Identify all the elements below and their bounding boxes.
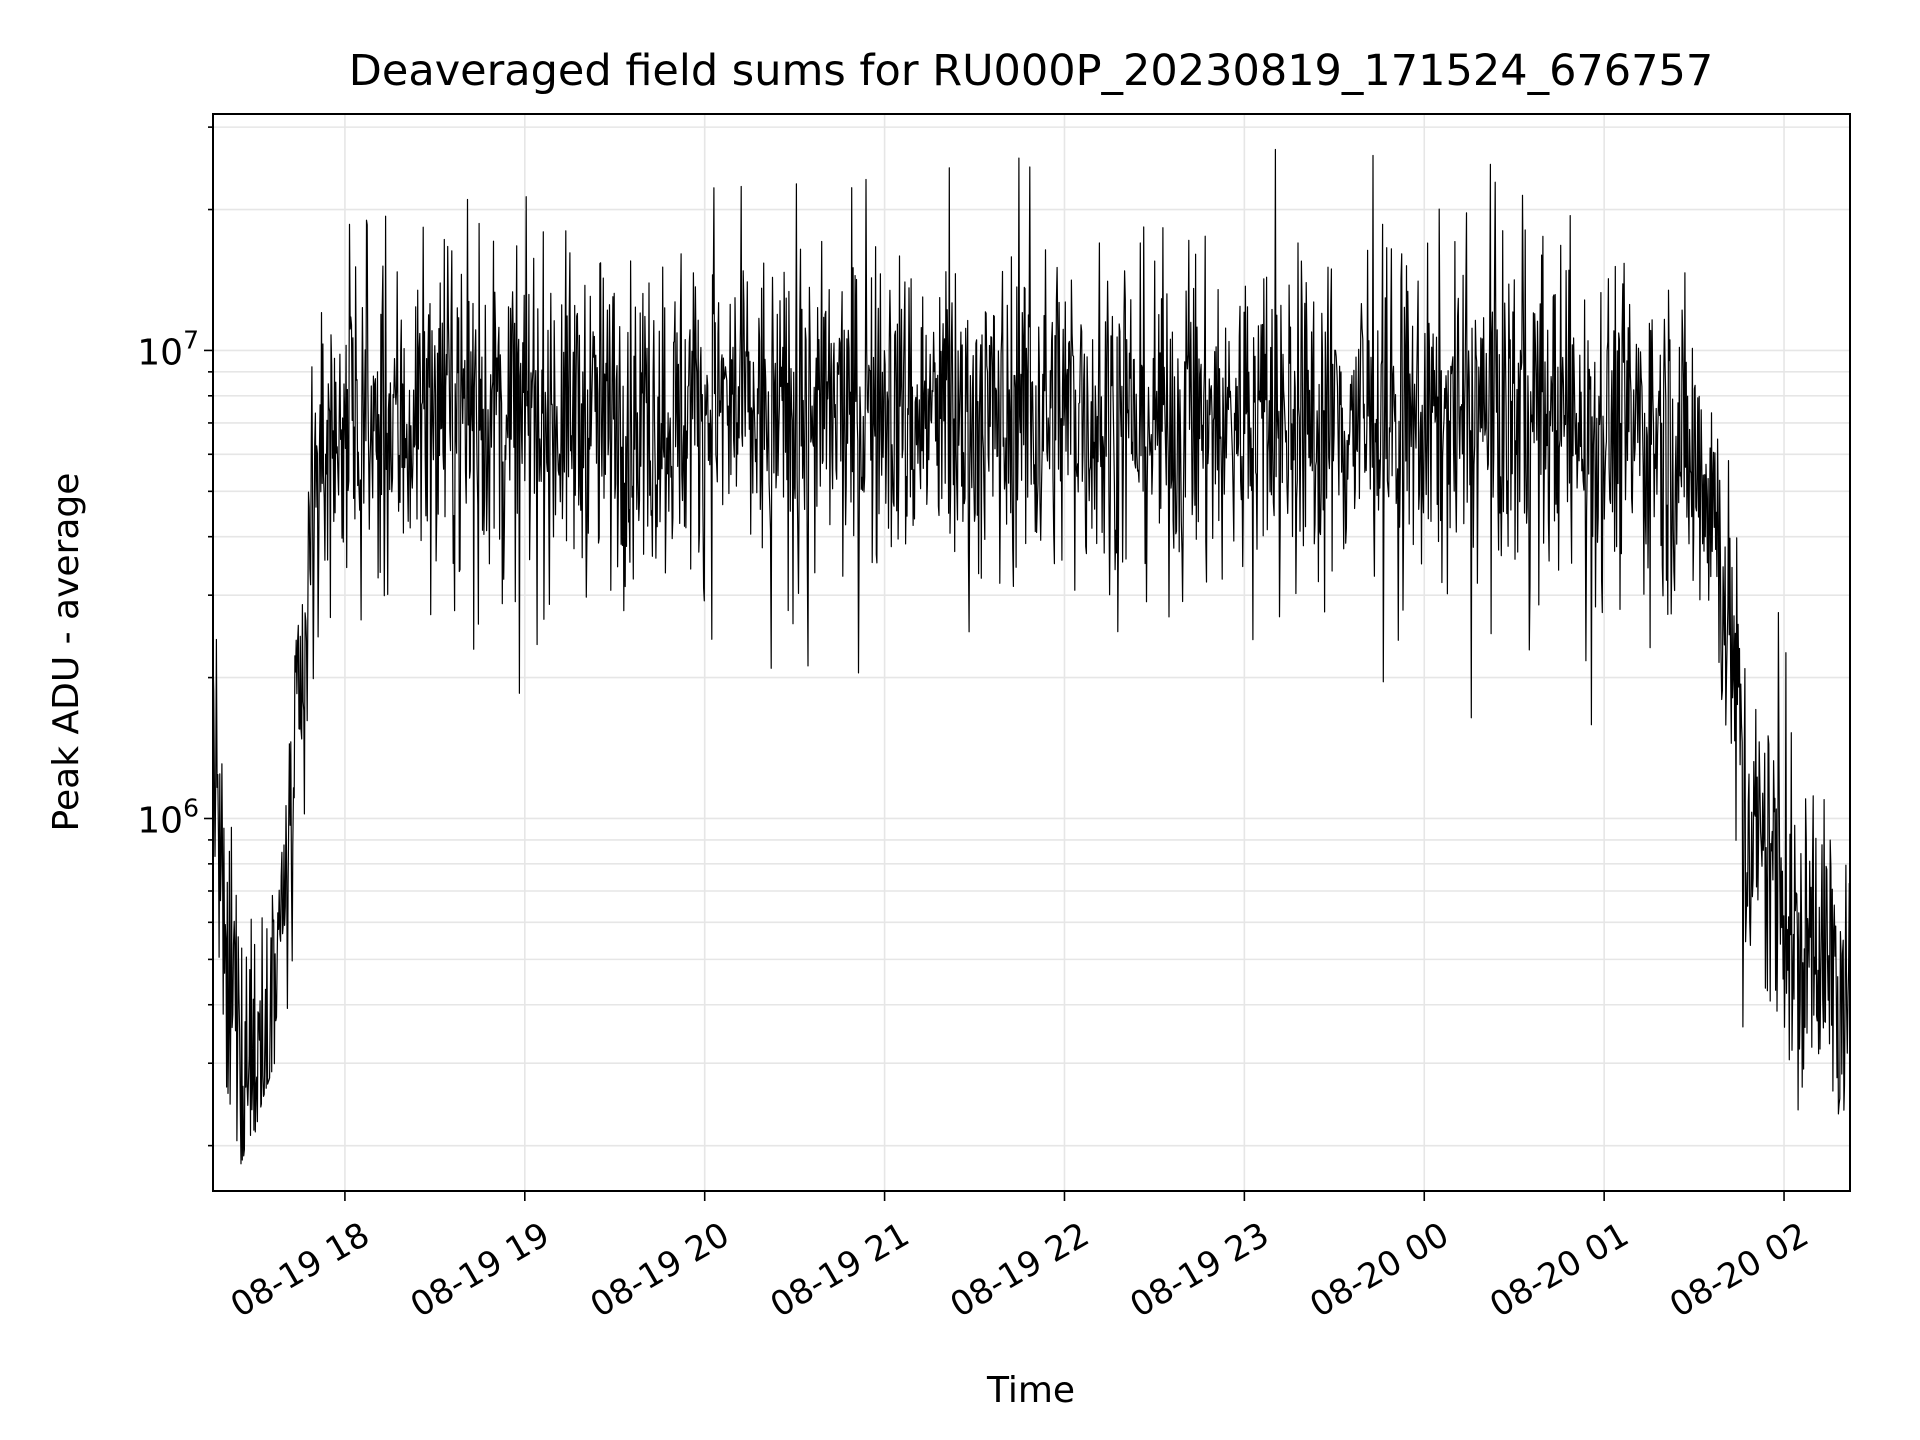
series-layer (212, 148, 1851, 1165)
chart-title: Deaveraged field sums for RU000P_2023081… (349, 46, 1713, 96)
y-tick-label-exponent: 6 (183, 793, 199, 822)
x-axis-label: Time (986, 1370, 1075, 1411)
y-axis-label: Peak ADU - average (46, 473, 87, 832)
data-series-line (212, 148, 1851, 1165)
y-tick-label: 107 (137, 325, 199, 373)
plot-frame (212, 113, 1851, 1192)
y-tick-label: 106 (137, 793, 199, 841)
y-tick-label-exponent: 7 (183, 325, 199, 354)
y-tick-label-base: 10 (137, 332, 183, 373)
y-tick-label-base: 10 (137, 800, 183, 841)
